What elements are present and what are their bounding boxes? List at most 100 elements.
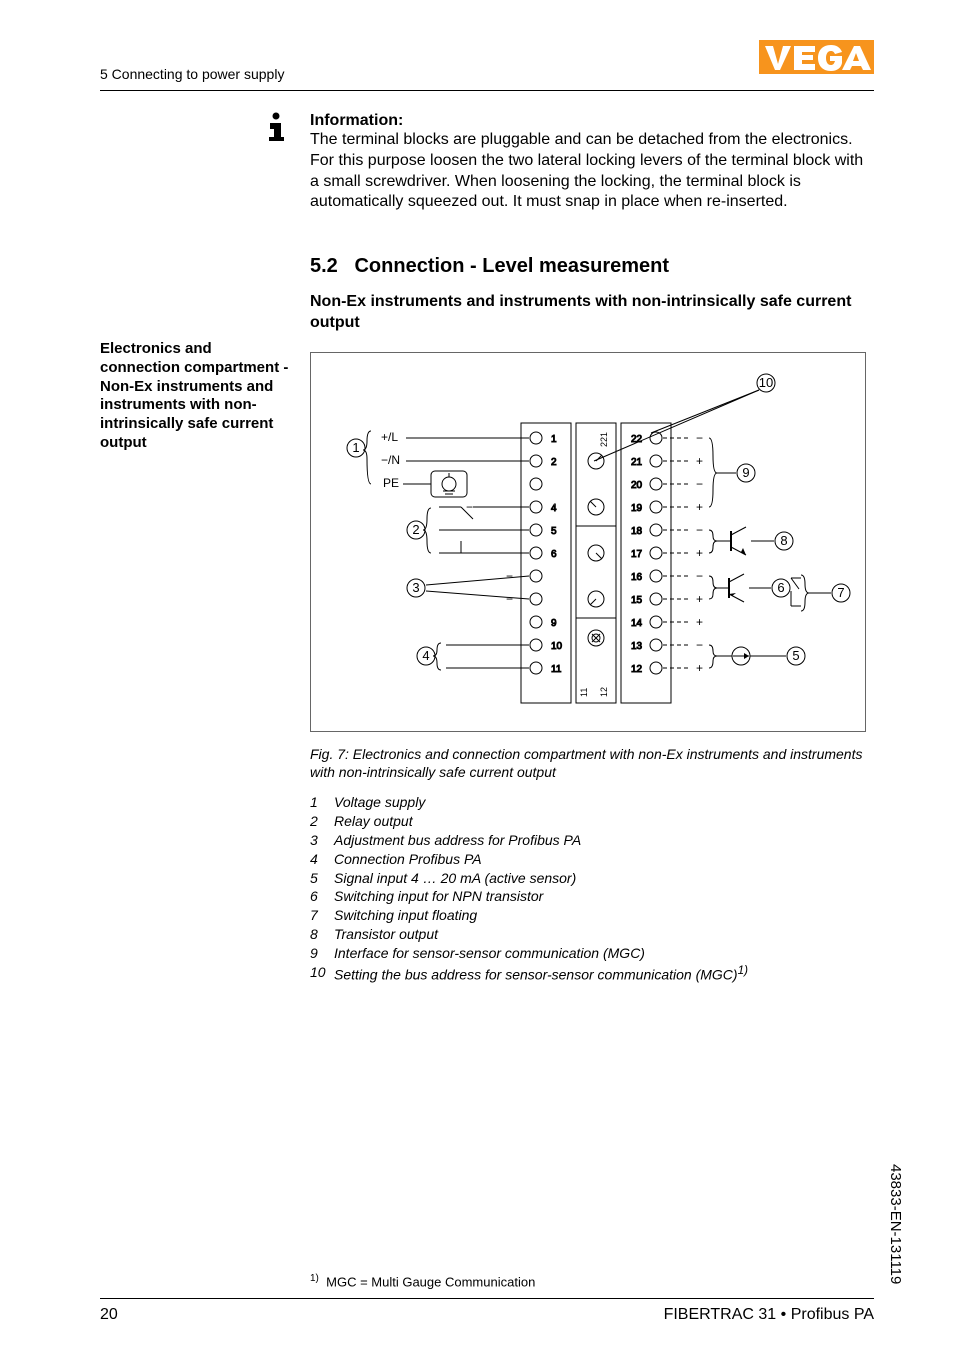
right-terminal-block: 22 21 20 19 18 17 16 15 14 13 12 — [621, 423, 671, 703]
svg-text:−: − — [506, 592, 513, 606]
info-title: Information: — [310, 112, 869, 130]
legend-text: Voltage supply — [334, 793, 425, 812]
svg-text:6: 6 — [777, 580, 784, 595]
footnote-text: MGC = Multi Gauge Communication — [326, 1274, 535, 1289]
callout-7: 7 — [791, 575, 850, 611]
svg-text:+: + — [696, 454, 703, 468]
svg-text:1: 1 — [352, 440, 359, 455]
legend-text: Relay output — [334, 812, 413, 831]
svg-text:12: 12 — [599, 687, 609, 697]
svg-text:10: 10 — [759, 375, 773, 390]
legend-num: 1 — [310, 793, 334, 812]
svg-text:−: − — [696, 638, 703, 652]
svg-text:−: − — [696, 431, 703, 445]
legend-num: 4 — [310, 850, 334, 869]
svg-text:−: − — [451, 661, 458, 675]
left-terminal-block: 1 2 4 5 6 9 10 11 — [521, 423, 571, 703]
svg-text:19: 19 — [631, 503, 643, 514]
svg-text:11: 11 — [579, 688, 589, 697]
footnote-marker: 1) — [310, 1273, 319, 1284]
svg-text:1: 1 — [599, 432, 609, 437]
callout-1: 1 +/L −/N PE — [347, 430, 529, 497]
svg-text:20: 20 — [631, 480, 643, 491]
footer-rule — [100, 1298, 874, 1299]
svg-text:9: 9 — [551, 618, 557, 629]
svg-text:+: + — [696, 615, 703, 629]
figure-legend: 1Voltage supply 2Relay output 3Adjustmen… — [310, 793, 869, 985]
callout-2: 2 − − − — [407, 500, 529, 560]
svg-text:18: 18 — [631, 526, 643, 537]
legend-num: 7 — [310, 906, 334, 925]
svg-text:2: 2 — [551, 457, 557, 468]
callout-4: 4 − − — [417, 638, 529, 675]
margin-label: Electronics and connection compartment -… — [100, 340, 295, 453]
svg-text:4: 4 — [422, 648, 429, 663]
svg-text:+: + — [696, 592, 703, 606]
legend-text: Setting the bus address for sensor-senso… — [334, 963, 748, 985]
legend-text: Connection Profibus PA — [334, 850, 482, 869]
svg-text:1: 1 — [551, 434, 557, 445]
svg-text:4: 4 — [551, 503, 557, 514]
legend-text: Adjustment bus address for Profibus PA — [334, 831, 581, 850]
svg-text:9: 9 — [742, 465, 749, 480]
svg-text:10: 10 — [551, 641, 563, 652]
document-code: 43833-EN-131119 — [887, 1164, 904, 1284]
header-rule — [100, 90, 874, 91]
svg-text:14: 14 — [631, 618, 643, 629]
info-block: Information: The terminal blocks are plu… — [310, 112, 869, 213]
svg-text:3: 3 — [412, 580, 419, 595]
info-text: The terminal blocks are pluggable and ca… — [310, 130, 869, 213]
svg-text:−: − — [506, 569, 513, 583]
svg-text:16: 16 — [631, 572, 643, 583]
svg-text:6: 6 — [551, 549, 557, 560]
wiring-diagram: 10 1 2 4 5 6 9 10 11 1 22 — [310, 352, 866, 732]
svg-text:11: 11 — [551, 664, 562, 675]
svg-text:+: + — [696, 500, 703, 514]
section-heading: 5.2 Connection - Level measurement — [310, 255, 669, 278]
svg-text:PE: PE — [383, 476, 399, 490]
legend-num: 10 — [310, 963, 334, 985]
footnote: 1) MGC = Multi Gauge Communication — [310, 1273, 535, 1289]
svg-text:7: 7 — [837, 585, 844, 600]
svg-text:−: − — [696, 477, 703, 491]
callout-8: 8 — [709, 527, 793, 555]
svg-text:17: 17 — [631, 549, 643, 560]
legend-text: Signal input 4 … 20 mA (active sensor) — [334, 869, 576, 888]
legend-text: Switching input for NPN transistor — [334, 887, 543, 906]
legend-num: 3 — [310, 831, 334, 850]
section-title: Connection - Level measurement — [354, 255, 669, 277]
callout-3: 3 − − — [407, 569, 529, 606]
svg-text:−: − — [466, 500, 473, 514]
svg-text:−: − — [451, 638, 458, 652]
subsection-heading: Non-Ex instruments and instruments with … — [310, 292, 869, 334]
svg-text:15: 15 — [631, 595, 643, 606]
svg-text:+/L: +/L — [381, 430, 398, 444]
legend-num: 6 — [310, 887, 334, 906]
legend-num: 2 — [310, 812, 334, 831]
legend-text: Interface for sensor-sensor communicatio… — [334, 944, 645, 963]
callout-6: 6 — [709, 574, 790, 602]
svg-text:8: 8 — [780, 533, 787, 548]
svg-text:5: 5 — [551, 526, 557, 537]
svg-text:13: 13 — [631, 641, 643, 652]
middle-block: 1 22 11 12 — [576, 423, 616, 703]
svg-text:−: − — [466, 523, 473, 537]
svg-text:−: − — [696, 569, 703, 583]
info-icon — [265, 112, 287, 147]
svg-text:+: + — [696, 661, 703, 675]
svg-text:22: 22 — [631, 434, 643, 445]
vega-logo — [759, 40, 874, 79]
svg-text:+: + — [696, 546, 703, 560]
legend-text: Switching input floating — [334, 906, 477, 925]
svg-text:21: 21 — [631, 457, 643, 468]
figure-caption: Fig. 7: Electronics and connection compa… — [310, 745, 869, 781]
footer-product: FIBERTRAC 31 • Profibus PA — [664, 1306, 874, 1324]
svg-text:22: 22 — [599, 437, 609, 447]
svg-text:−/N: −/N — [381, 453, 400, 467]
right-polarity: − + − + − + − + + − + — [663, 431, 703, 675]
section-number: 5.2 — [310, 255, 338, 277]
running-header: 5 Connecting to power supply — [100, 66, 284, 82]
page-number: 20 — [100, 1306, 118, 1324]
svg-text:−: − — [466, 546, 473, 560]
legend-num: 5 — [310, 869, 334, 888]
